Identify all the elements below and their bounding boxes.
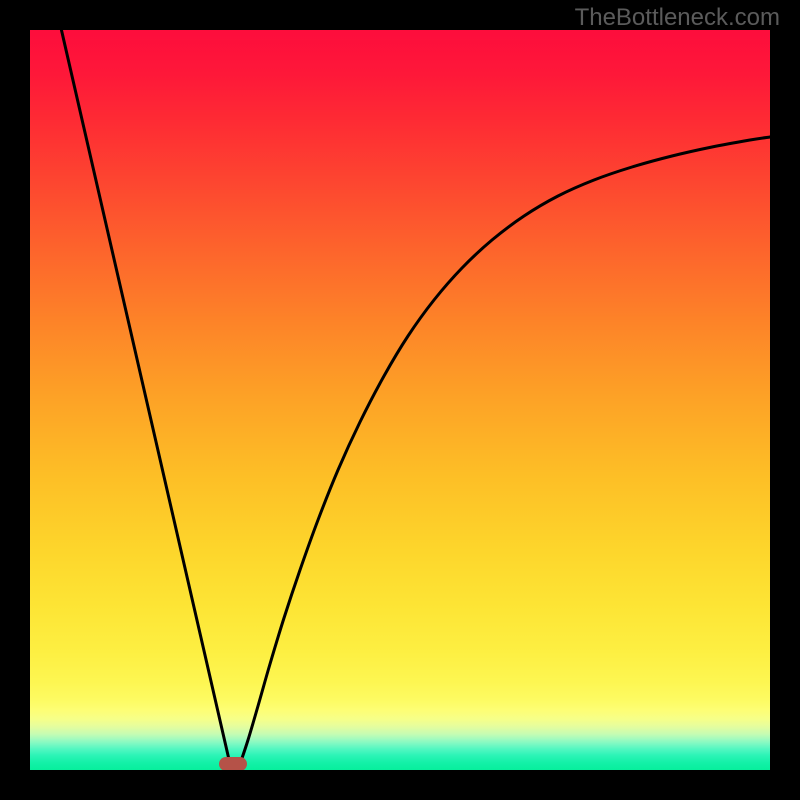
frame-border-right	[770, 0, 800, 800]
frame-border-left	[0, 0, 30, 800]
chart-root: TheBottleneck.com	[0, 0, 800, 800]
frame-border-bottom	[0, 770, 800, 800]
frame-layer	[0, 0, 800, 800]
frame-border-top	[0, 0, 800, 30]
